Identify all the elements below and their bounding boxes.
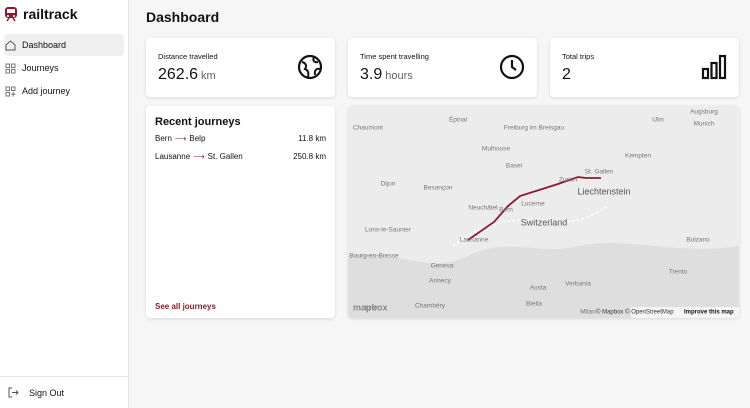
map-label: Lons-le-Saunier <box>365 227 412 234</box>
stat-value: 3.9 hours <box>360 66 413 84</box>
stat-card: Total trips 2 <box>550 38 739 97</box>
stat-label: Total trips <box>562 52 595 61</box>
map-label: Switzerland <box>521 217 568 227</box>
icon <box>8 387 19 398</box>
map[interactable]: Épinal Freiburg im Breisgau Ulm Augsburg Mun… <box>348 106 739 318</box>
nav-item[interactable]: Dashboard <box>4 34 124 56</box>
value: 3.9 <box>360 66 383 83</box>
mapbox-logo: mapbox <box>353 302 388 312</box>
map-label: Augsburg <box>690 109 718 116</box>
map-label: Annecy <box>429 278 451 285</box>
globe-icon <box>297 54 323 80</box>
attribution: © Mapbox © OpenStreetMap <box>596 309 674 316</box>
nav-label: Journeys <box>22 63 59 73</box>
nav-item[interactable]: Add journey <box>4 80 124 102</box>
arrow: ⟶ <box>193 152 205 161</box>
attribution-bg <box>631 307 739 318</box>
stat-value: 262.6 km <box>158 66 216 84</box>
recent-card: Recent journeys Bern ⟶ Belp 11.8 km Lausann… <box>146 106 335 318</box>
map-label: Bourg-en-Bresse <box>349 253 399 260</box>
map-label: Chaumont <box>353 125 383 132</box>
map-label: Lyon <box>365 305 379 312</box>
map-label: Trento <box>669 269 688 276</box>
map-label: Milan <box>580 309 596 316</box>
map-label: Dijon <box>381 181 396 188</box>
stat-label: Distance travelled <box>158 52 218 61</box>
value: 2 <box>562 66 571 83</box>
map-label: Biella <box>526 301 542 308</box>
nav-label: Add journey <box>22 86 71 96</box>
nav-label: Dashboard <box>22 40 67 50</box>
map-label: Liechtenstein <box>577 186 630 196</box>
map-label: Chambéry <box>415 303 446 310</box>
value: 262.6 <box>158 66 199 83</box>
map-label: Lucerne <box>521 201 545 208</box>
logo[interactable]: railtrack <box>4 6 77 22</box>
map-label: Besançon <box>424 185 453 192</box>
nav-item[interactable]: Journeys <box>4 57 124 79</box>
stat-card: Distance travelled 262.6 km <box>146 38 335 97</box>
map-label: Verbania <box>565 281 591 288</box>
journey-row[interactable]: Bern ⟶ Belp 11.8 km <box>155 134 326 143</box>
sign-out-label: Sign Out <box>29 387 65 398</box>
journey-row[interactable]: Lausanne ⟶ St. Gallen 250.8 km <box>155 152 326 161</box>
logo-icon <box>5 7 17 22</box>
see-all-link[interactable]: See all journeys <box>155 302 216 311</box>
map-label: St. Gallen <box>585 169 614 176</box>
map-label: Lausanne <box>460 237 489 244</box>
from: Lausanne <box>155 152 191 161</box>
from: Bern <box>155 134 172 143</box>
sidebar: railtrack Dashboard Journeys Add journey… <box>0 0 129 408</box>
map-label: Basel <box>506 163 523 170</box>
border <box>452 205 609 247</box>
terrain <box>348 243 739 318</box>
arrow: ⟶ <box>174 134 187 143</box>
clock-icon <box>499 54 525 80</box>
chart-icon <box>701 54 727 80</box>
icon <box>5 63 16 73</box>
map-label: Bern <box>499 207 513 214</box>
sign-out[interactable]: Sign Out <box>0 376 128 408</box>
map-label: Geneva <box>431 263 454 270</box>
stat-card: Time spent travelling 3.9 hours <box>348 38 537 97</box>
map-label: Munich <box>694 121 715 128</box>
distance: 11.8 km <box>298 134 326 143</box>
map-label: Ulm <box>652 117 664 124</box>
page-title: Dashboard <box>146 9 220 25</box>
route <box>467 176 601 241</box>
stat-label: Time spent travelling <box>360 52 429 61</box>
to: Belp <box>189 134 206 143</box>
map-label: Freiburg im Breisgau <box>504 125 565 132</box>
map-label: Épinal <box>449 115 468 124</box>
map-label: Zurich <box>559 177 577 184</box>
map-label: Neuchâtel <box>468 205 498 212</box>
map-label: Kempten <box>625 153 651 160</box>
stat-value: 2 <box>562 66 571 84</box>
map-label: Mulhouse <box>482 146 511 153</box>
icon <box>5 86 16 96</box>
icon <box>5 39 16 50</box>
unit: km <box>201 70 216 82</box>
app-name: railtrack <box>23 6 78 22</box>
to: St. Gallen <box>207 152 243 161</box>
improve-link[interactable]: Improve this map <box>684 310 734 316</box>
recent-title: Recent journeys <box>155 116 241 128</box>
unit: hours <box>385 70 413 82</box>
map-label: Bolzano <box>686 237 710 244</box>
distance: 250.8 km <box>293 152 326 161</box>
map-label: Aosta <box>530 285 547 292</box>
